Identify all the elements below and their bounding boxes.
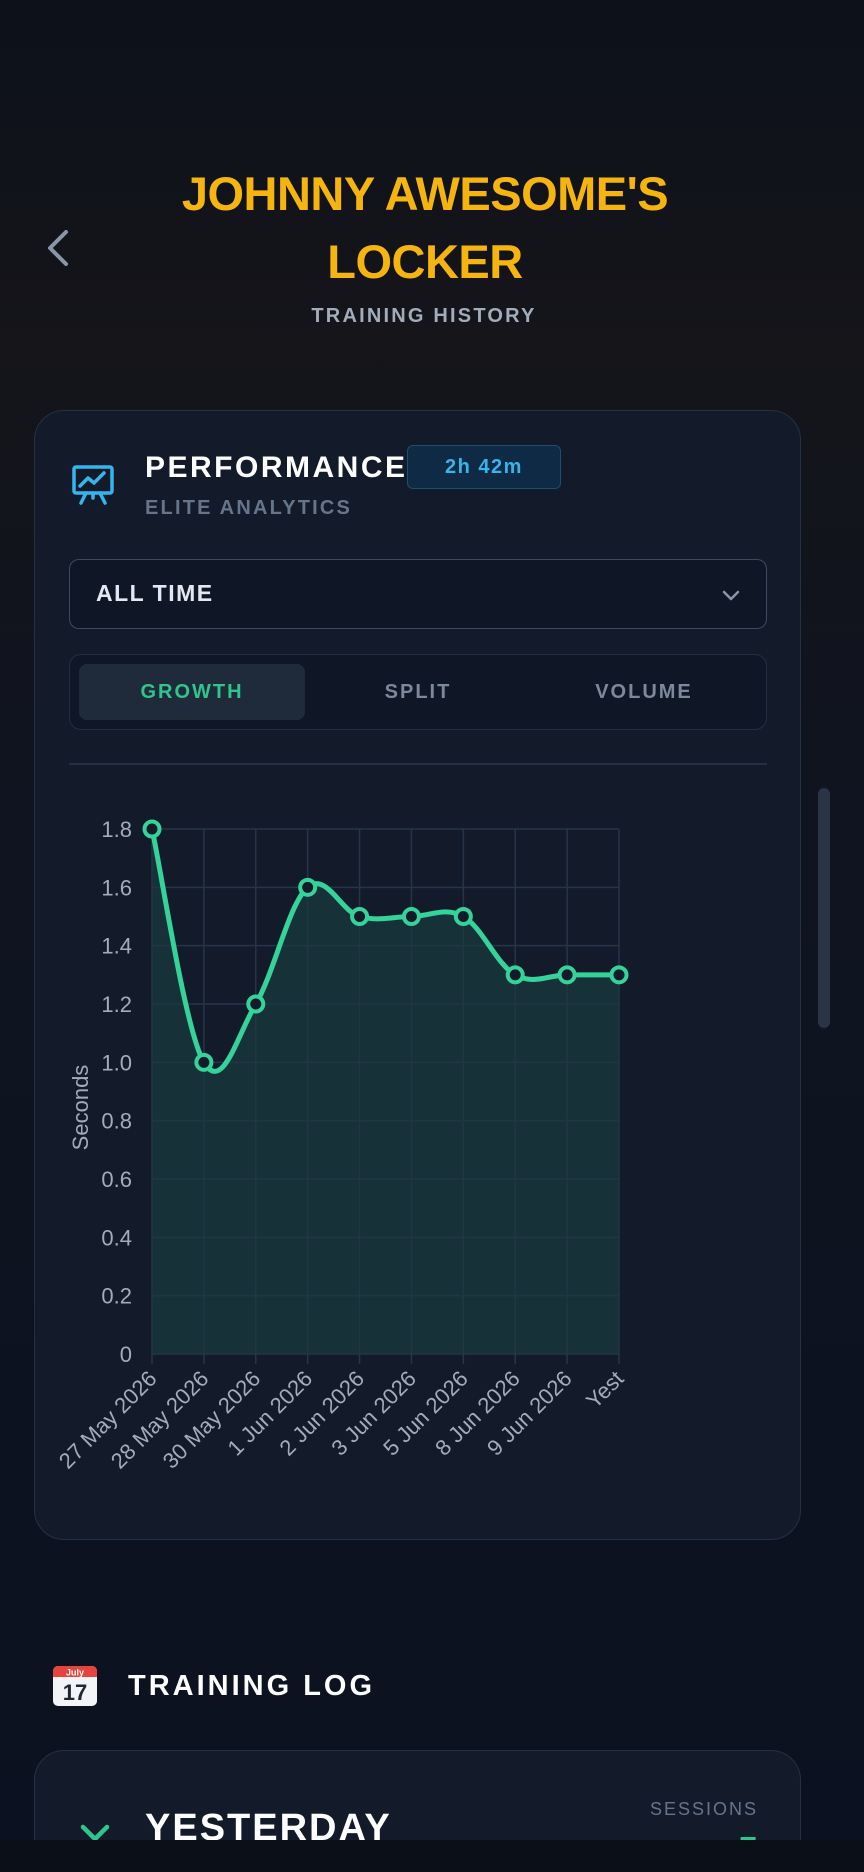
chevron-left-icon: [48, 230, 68, 266]
y-axis-label: Seconds: [68, 1065, 93, 1151]
data-point: [401, 907, 421, 926]
bottom-bar: [0, 1840, 864, 1872]
series-area: [152, 829, 619, 1354]
data-point: [194, 1052, 214, 1072]
presentation-chart-icon: [72, 465, 114, 505]
y-tick-label: 1.0: [101, 1050, 132, 1075]
data-point: [505, 965, 525, 985]
duration-badge: 2h 42m: [407, 445, 561, 489]
performance-title: PERFORMANCE: [145, 451, 408, 484]
training-log-title: TRAINING LOG: [128, 1670, 376, 1702]
performance-card: PERFORMANCE 2h 42m ELITE ANALYTICS ALL T…: [34, 410, 801, 1540]
data-point: [298, 877, 318, 897]
page-title-line-2: LOCKER: [327, 235, 523, 288]
data-point: [350, 907, 370, 926]
performance-subtitle: ELITE ANALYTICS: [145, 497, 353, 519]
divider: [69, 763, 767, 765]
y-tick-label: 1.4: [101, 934, 132, 959]
page-title-line-1: JOHNNY AWESOME'S: [181, 167, 669, 220]
y-tick-label: 1.8: [101, 817, 132, 842]
page-subtitle: TRAINING HISTORY: [311, 305, 537, 327]
calendar-month: July: [66, 1668, 84, 1678]
data-point: [609, 965, 629, 985]
y-tick-label: 0.4: [101, 1225, 132, 1250]
time-range-value: ALL TIME: [96, 580, 214, 606]
sessions-label: SESSIONS: [649, 1799, 758, 1819]
time-range-select[interactable]: ALL TIME: [69, 559, 767, 629]
y-tick-label: 0.2: [101, 1284, 132, 1309]
calendar-day: 17: [63, 1680, 87, 1705]
scrollbar[interactable]: [818, 788, 830, 1028]
data-point: [246, 994, 266, 1014]
y-tick-label: 0: [120, 1342, 132, 1367]
calendar-icon: July 17: [53, 1666, 97, 1706]
chart-mode-tabs: GROWTH SPLIT VOLUME: [69, 654, 767, 730]
y-tick-label: 1.6: [101, 875, 132, 900]
tab-volume[interactable]: VOLUME: [595, 680, 693, 703]
data-point: [142, 819, 162, 839]
y-tick-label: 0.8: [101, 1109, 132, 1134]
tab-growth[interactable]: GROWTH: [79, 664, 305, 720]
growth-chart: 00.20.40.60.81.01.21.41.61.827 May 20262…: [54, 817, 629, 1473]
chevron-down-icon: [722, 590, 740, 601]
data-point: [557, 965, 577, 985]
y-tick-label: 1.2: [101, 992, 132, 1017]
page-title: JOHNNY AWESOME'S LOCKER: [120, 160, 730, 296]
y-tick-label: 0.6: [101, 1167, 132, 1192]
data-point: [453, 907, 473, 926]
x-tick-label: Yest: [581, 1366, 628, 1413]
tab-split[interactable]: SPLIT: [384, 680, 452, 703]
chevron-down-icon[interactable]: [79, 1821, 111, 1845]
back-button[interactable]: [36, 222, 80, 274]
